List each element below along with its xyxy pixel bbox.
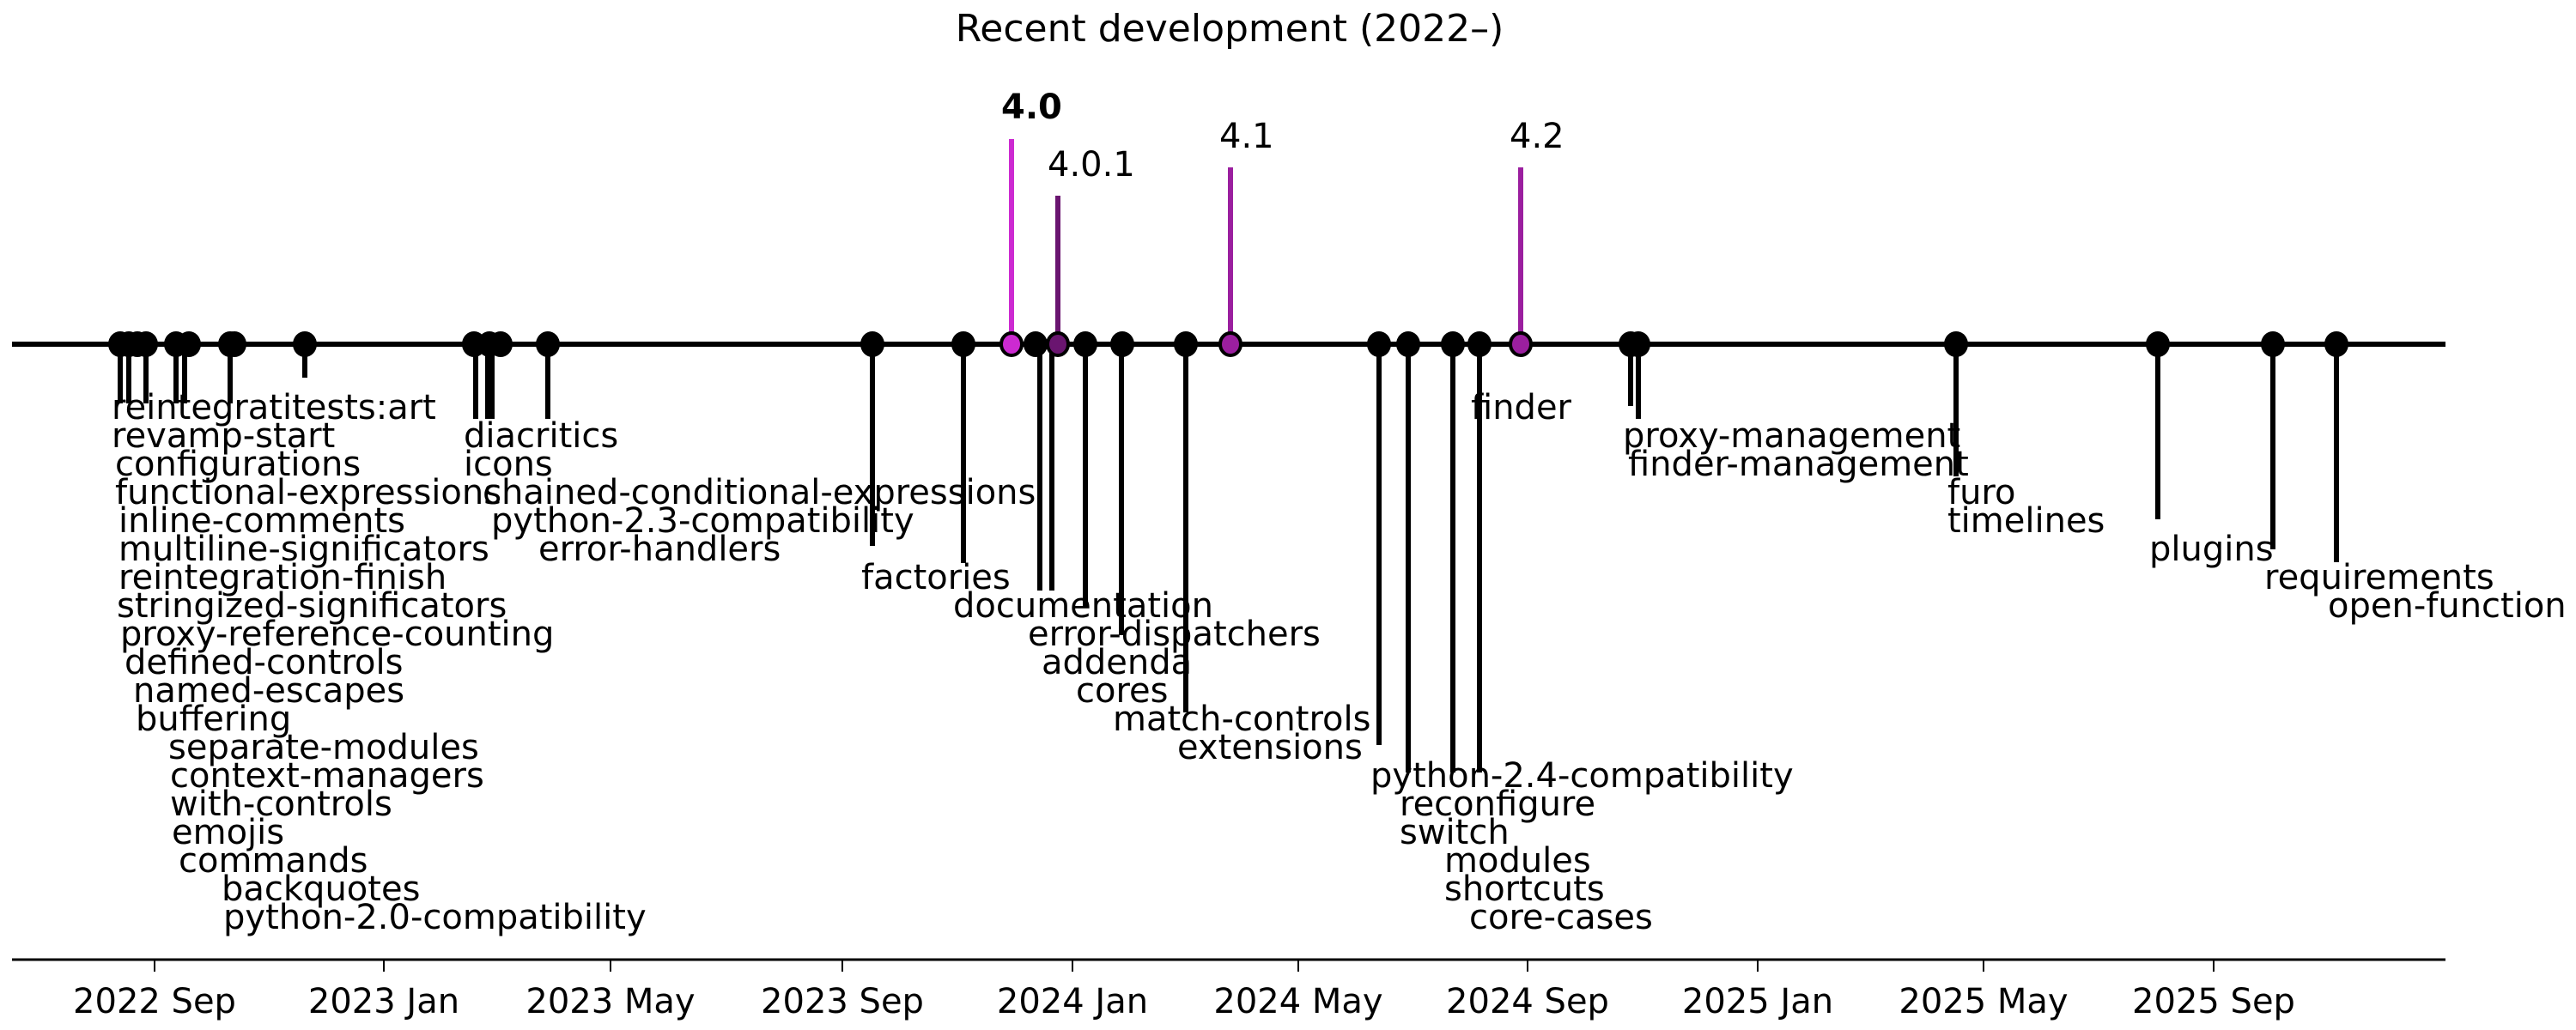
release-marker [999, 331, 1024, 357]
event-marker [1626, 331, 1650, 357]
event-label: inline-comments [118, 501, 405, 541]
event-label: revamp-start [112, 416, 335, 456]
event-label: python-2.0-compatibility [223, 898, 647, 937]
release-marker [1218, 331, 1242, 357]
x-tick-label: 2024 May [1213, 982, 1382, 1021]
event-label: named-escapes [133, 671, 404, 711]
event-marker [1024, 331, 1048, 357]
event-label: proxy-management [1623, 416, 1960, 456]
event-label: functional-expressions [115, 473, 501, 512]
x-tick-label: 2024 Jan [997, 982, 1148, 1021]
event-label: emojis [172, 813, 284, 852]
event-marker [1073, 331, 1097, 357]
x-tick-label: 2025 May [1899, 982, 2068, 1021]
x-tick-label: 2023 Sep [761, 982, 924, 1021]
event-label: proxy-reference-counting [120, 615, 554, 654]
event-label: configurations [115, 445, 361, 484]
x-tick-label: 2022 Sep [73, 982, 236, 1021]
release-labels: 4.0 4.0.1 4.1 4.2 [1001, 88, 1564, 185]
event-label: finder [1471, 388, 1572, 427]
event-label: extensions [1177, 728, 1363, 767]
event-marker [489, 331, 513, 357]
event-label: factories [861, 558, 1011, 597]
release-marker [1509, 331, 1533, 357]
release-label: 4.0 [1001, 88, 1062, 127]
release-label: 4.2 [1510, 117, 1564, 156]
event-marker [2146, 331, 2170, 357]
event-label: open-function [2328, 586, 2567, 626]
event-label: core-cases [1469, 898, 1653, 937]
event-marker [134, 331, 158, 357]
event-marker [2324, 331, 2348, 357]
event-label: error-dispatchers [1028, 615, 1321, 654]
event-label: context-managers [170, 756, 484, 796]
x-axis: 2022 Sep 2023 Jan 2023 May 2023 Sep 2024 Jan… [12, 958, 2445, 1021]
event-label: error-handlers [538, 530, 781, 569]
event-label: cores [1076, 671, 1168, 711]
event-label: furo [1947, 473, 2015, 512]
event-label: multiline-significators [118, 530, 489, 569]
x-tick-label: 2025 Sep [2132, 982, 2295, 1021]
event-marker [1467, 331, 1492, 357]
event-label: commands [179, 841, 368, 881]
x-tick-label: 2023 Jan [308, 982, 459, 1021]
release-stems [1009, 139, 1523, 344]
event-marker [1367, 331, 1391, 357]
x-tick-label: 2023 May [526, 982, 695, 1021]
event-label: chained-conditional-expressions [483, 473, 1036, 512]
event-marker [293, 331, 317, 357]
event-label: finder-management [1628, 445, 1969, 484]
event-label: buffering [136, 700, 291, 739]
event-markers [108, 331, 2348, 357]
event-label: stringized-significators [117, 586, 507, 626]
event-marker [860, 331, 884, 357]
x-tick-label: 2025 Jan [1682, 982, 1833, 1021]
event-marker [951, 331, 975, 357]
event-label: reconfigure [1400, 785, 1595, 824]
event-marker [222, 331, 246, 357]
release-marker [1046, 331, 1070, 357]
event-marker [1396, 331, 1420, 357]
event-marker [1110, 331, 1134, 357]
event-labels: reintegratitests:artrevamp-startconfigur… [112, 388, 2567, 937]
release-label: 4.1 [1219, 117, 1274, 156]
event-marker [2261, 331, 2285, 357]
event-label: match-controls [1113, 700, 1370, 739]
chart-title: Recent development (2022–) [956, 7, 1504, 51]
event-label: timelines [1947, 501, 2105, 541]
event-marker [1944, 331, 1968, 357]
event-marker [177, 331, 201, 357]
event-marker [536, 331, 560, 357]
event-label: plugins [2149, 530, 2274, 569]
event-label: requirements [2264, 558, 2494, 597]
event-label: modules [1444, 841, 1591, 881]
release-label: 4.0.1 [1048, 145, 1135, 185]
event-label: python-2.4-compatibility [1370, 756, 1794, 796]
event-label: python-2.3-compatibility [491, 501, 914, 541]
x-tick-label: 2024 Sep [1446, 982, 1609, 1021]
event-label: icons [464, 445, 553, 484]
event-label: shortcuts [1444, 869, 1605, 909]
event-label: documentation [953, 586, 1213, 626]
event-label: switch [1400, 813, 1510, 852]
event-label: defined-controls [125, 643, 403, 682]
event-label: addenda [1042, 643, 1192, 682]
event-label: reintegration-finish [118, 558, 447, 597]
release-markers [999, 331, 1533, 357]
event-label: backquotes [222, 869, 420, 909]
event-label: separate-modules [168, 728, 479, 767]
event-label: diacritics [464, 416, 618, 456]
event-marker [1174, 331, 1198, 357]
event-label: reintegratitests:art [112, 388, 436, 427]
event-label: with-controls [170, 785, 392, 824]
event-marker [1441, 331, 1465, 357]
